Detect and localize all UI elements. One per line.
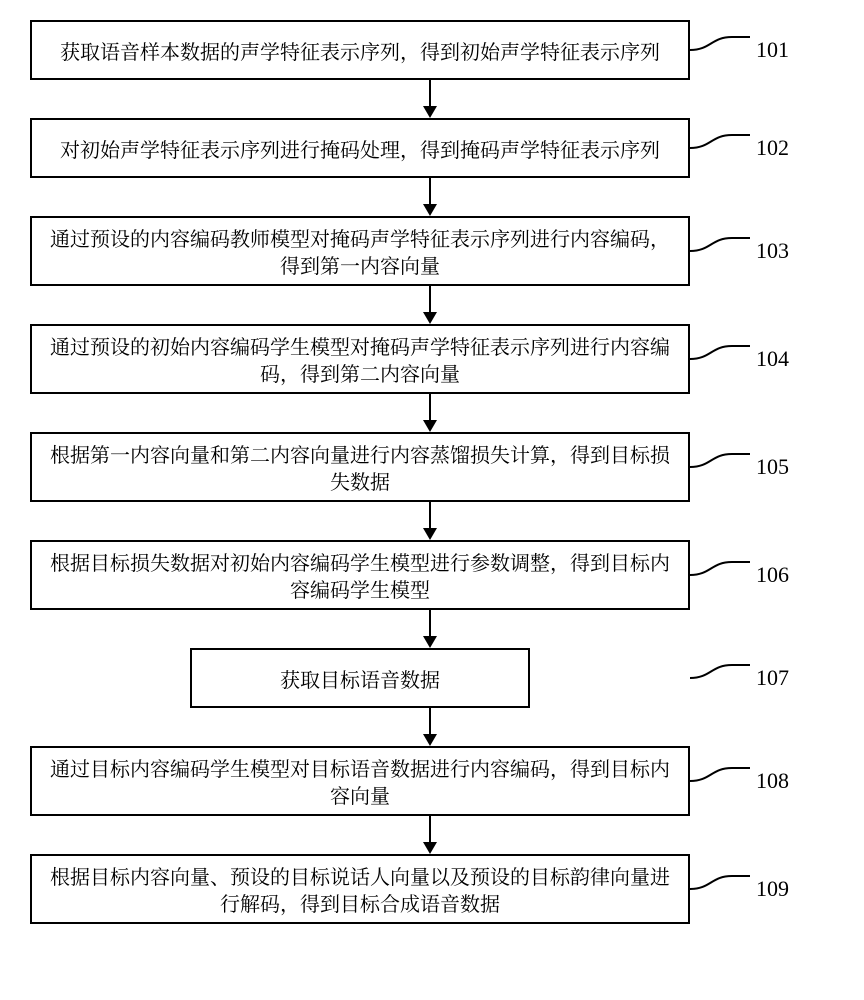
step-row: 获取目标语音数据 107 xyxy=(30,648,830,708)
step-107: 获取目标语音数据 107 xyxy=(30,648,830,746)
step-104: 通过预设的初始内容编码学生模型对掩码声学特征表示序列进行内容编码，得到第二内容向… xyxy=(30,324,830,432)
step-row: 通过预设的内容编码教师模型对掩码声学特征表示序列进行内容编码，得到第一内容向量 1… xyxy=(30,216,830,286)
step-109: 根据目标内容向量、预设的目标说话人向量以及预设的目标韵律向量进行解码，得到目标合… xyxy=(30,854,830,924)
step-row: 通过预设的初始内容编码学生模型对掩码声学特征表示序列进行内容编码，得到第二内容向… xyxy=(30,324,830,394)
step-label: 107 xyxy=(756,665,789,691)
step-106: 根据目标损失数据对初始内容编码学生模型进行参数调整，得到目标内容编码学生模型 10… xyxy=(30,540,830,648)
step-label: 102 xyxy=(756,135,789,161)
step-row: 通过目标内容编码学生模型对目标语音数据进行内容编码，得到目标内容向量 108 xyxy=(30,746,830,816)
connector: 109 xyxy=(690,874,789,904)
step-row: 根据目标内容向量、预设的目标说话人向量以及预设的目标韵律向量进行解码，得到目标合… xyxy=(30,854,830,924)
step-row: 对初始声学特征表示序列进行掩码处理，得到掩码声学特征表示序列 102 xyxy=(30,118,830,178)
step-label: 105 xyxy=(756,454,789,480)
step-105: 根据第一内容向量和第二内容向量进行内容蒸馏损失计算，得到目标损失数据 105 xyxy=(30,432,830,540)
connector: 102 xyxy=(690,133,789,163)
connector: 105 xyxy=(690,452,789,482)
arrow-down xyxy=(100,816,760,854)
step-label: 101 xyxy=(756,37,789,63)
flow-box: 获取目标语音数据 xyxy=(190,648,530,708)
arrow-down xyxy=(100,286,760,324)
flow-box: 通过预设的内容编码教师模型对掩码声学特征表示序列进行内容编码，得到第一内容向量 xyxy=(30,216,690,286)
flow-box: 对初始声学特征表示序列进行掩码处理，得到掩码声学特征表示序列 xyxy=(30,118,690,178)
arrow-down xyxy=(100,178,760,216)
arrow-down xyxy=(100,502,760,540)
flow-box: 根据目标损失数据对初始内容编码学生模型进行参数调整，得到目标内容编码学生模型 xyxy=(30,540,690,610)
flow-box: 根据目标内容向量、预设的目标说话人向量以及预设的目标韵律向量进行解码，得到目标合… xyxy=(30,854,690,924)
arrow-down xyxy=(100,80,760,118)
flow-box: 根据第一内容向量和第二内容向量进行内容蒸馏损失计算，得到目标损失数据 xyxy=(30,432,690,502)
step-label: 103 xyxy=(756,238,789,264)
arrow-down xyxy=(100,610,760,648)
arrow-down xyxy=(100,394,760,432)
connector: 104 xyxy=(690,344,789,374)
connector: 103 xyxy=(690,236,789,266)
step-label: 104 xyxy=(756,346,789,372)
step-label: 109 xyxy=(756,876,789,902)
arrow-down xyxy=(100,708,760,746)
step-row: 获取语音样本数据的声学特征表示序列，得到初始声学特征表示序列 101 xyxy=(30,20,830,80)
connector: 106 xyxy=(690,560,789,590)
flow-box: 获取语音样本数据的声学特征表示序列，得到初始声学特征表示序列 xyxy=(30,20,690,80)
step-label: 106 xyxy=(756,562,789,588)
flow-box: 通过预设的初始内容编码学生模型对掩码声学特征表示序列进行内容编码，得到第二内容向… xyxy=(30,324,690,394)
connector: 101 xyxy=(690,35,789,65)
step-label: 108 xyxy=(756,768,789,794)
flowchart-container: 获取语音样本数据的声学特征表示序列，得到初始声学特征表示序列 101 对初始声学特征… xyxy=(30,20,830,924)
step-102: 对初始声学特征表示序列进行掩码处理，得到掩码声学特征表示序列 102 xyxy=(30,118,830,216)
step-101: 获取语音样本数据的声学特征表示序列，得到初始声学特征表示序列 101 xyxy=(30,20,830,118)
step-row: 根据目标损失数据对初始内容编码学生模型进行参数调整，得到目标内容编码学生模型 10… xyxy=(30,540,830,610)
connector: 108 xyxy=(690,766,789,796)
step-row: 根据第一内容向量和第二内容向量进行内容蒸馏损失计算，得到目标损失数据 105 xyxy=(30,432,830,502)
connector: 107 xyxy=(530,663,789,693)
step-103: 通过预设的内容编码教师模型对掩码声学特征表示序列进行内容编码，得到第一内容向量 1… xyxy=(30,216,830,324)
step-108: 通过目标内容编码学生模型对目标语音数据进行内容编码，得到目标内容向量 108 xyxy=(30,746,830,854)
flow-box: 通过目标内容编码学生模型对目标语音数据进行内容编码，得到目标内容向量 xyxy=(30,746,690,816)
